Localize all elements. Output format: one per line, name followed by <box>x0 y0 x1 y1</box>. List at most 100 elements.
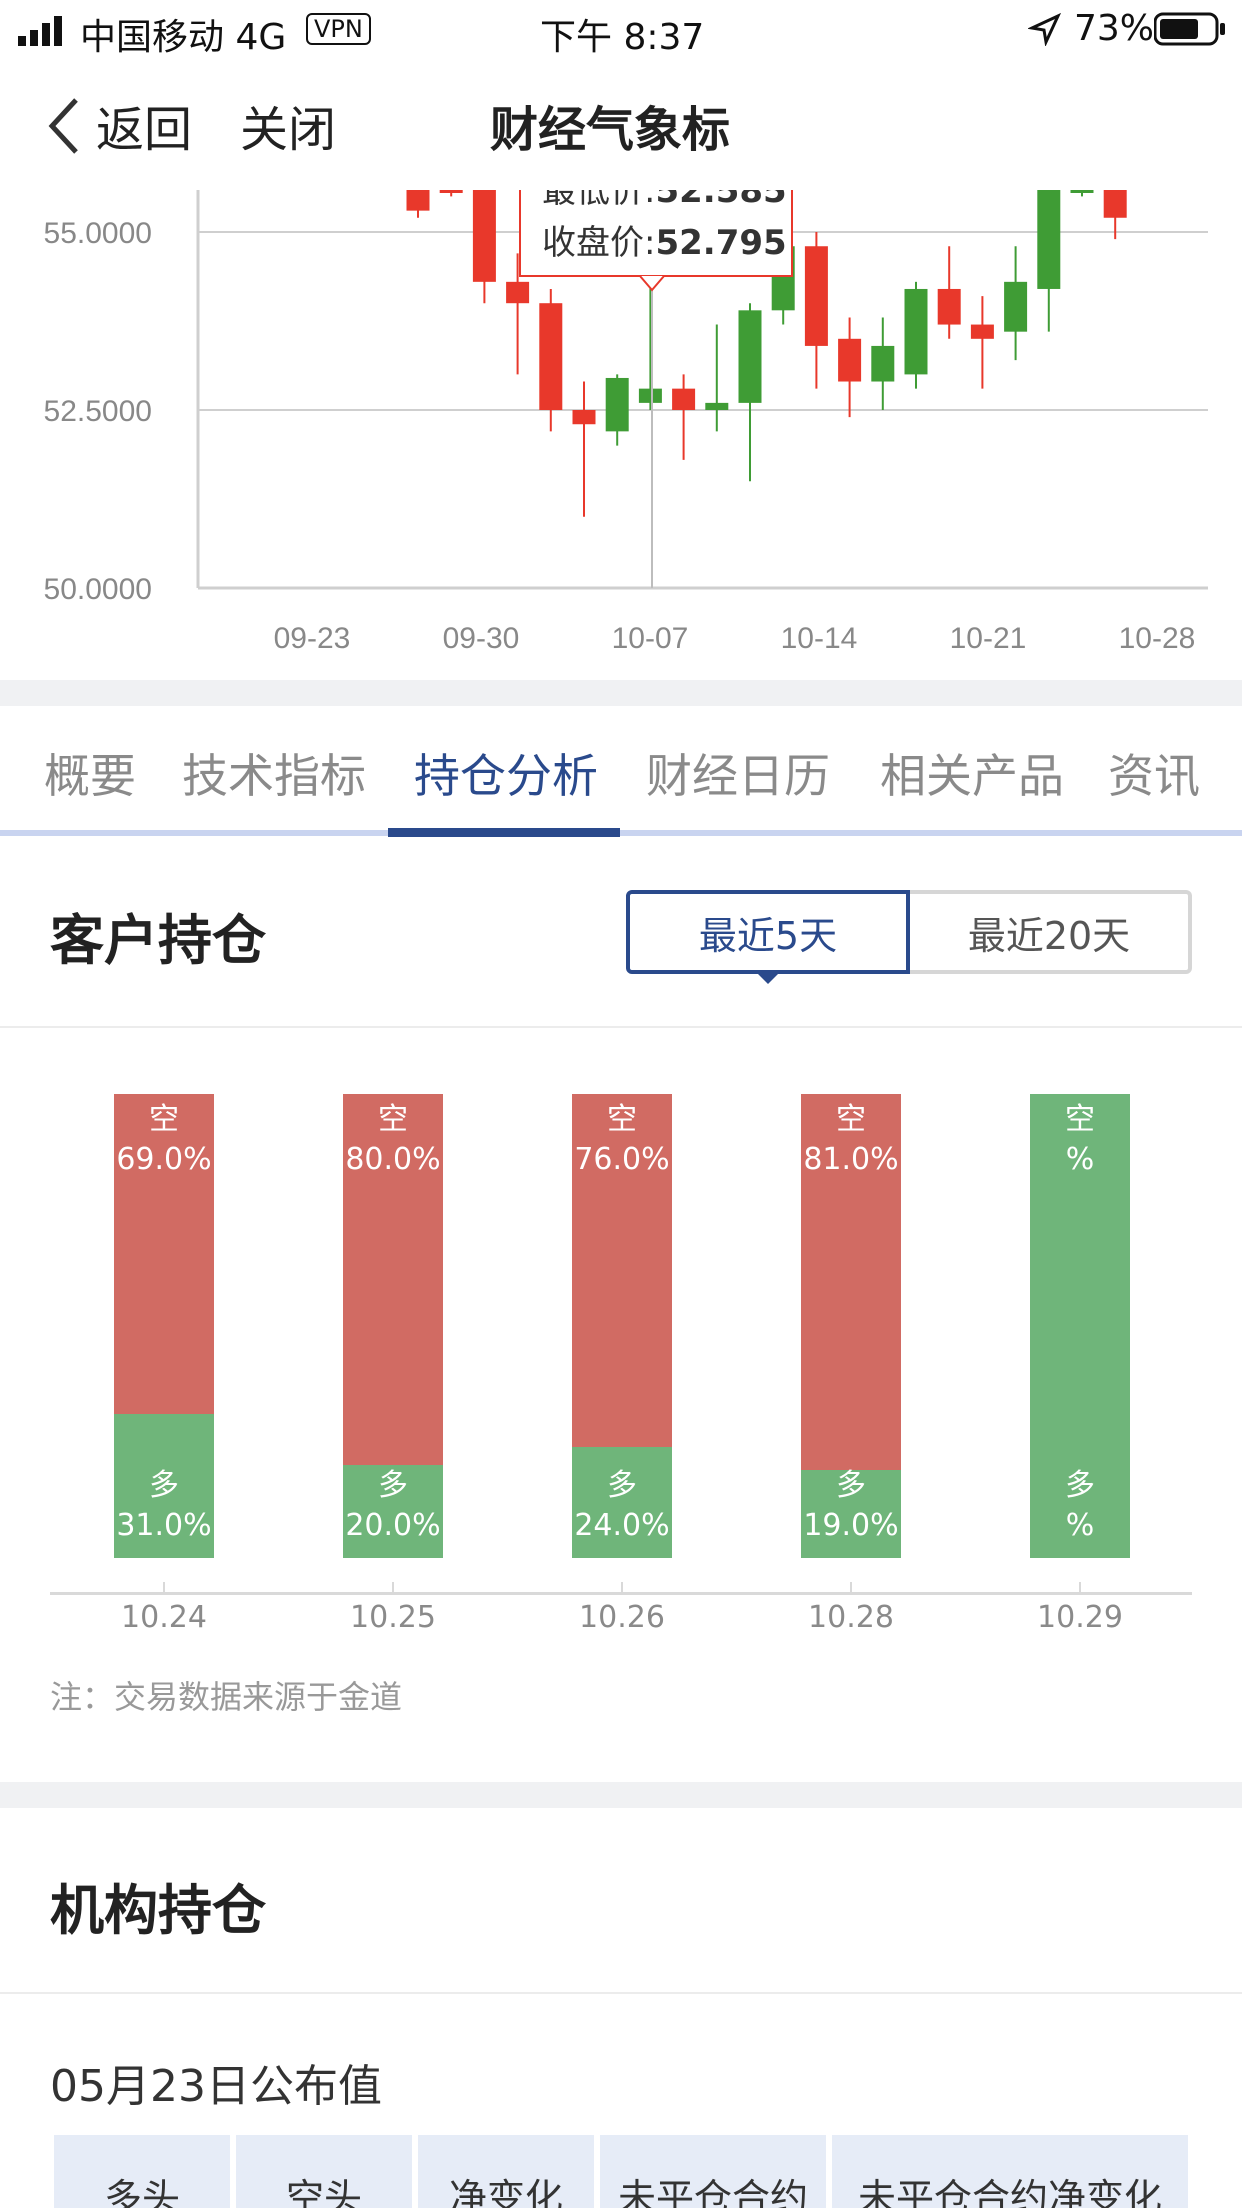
short-label: 空 76.0% <box>572 1100 672 1180</box>
short-label: 空% <box>1030 1100 1130 1180</box>
short-title: 空 <box>836 1102 866 1137</box>
long-label: 多 19.0% <box>801 1466 901 1546</box>
axis-tick <box>1079 1582 1081 1594</box>
x-tick-label: 10-07 <box>612 622 689 655</box>
column-header-open-interest: 未平仓合约 <box>600 2135 826 2208</box>
bar-date-label: 10.26 <box>579 1600 665 1635</box>
y-tick-label: 52.5000 <box>44 395 152 428</box>
long-label: 多% <box>1030 1466 1130 1546</box>
x-tick-label: 09-30 <box>443 622 520 655</box>
column-header-long: 多头 <box>54 2135 230 2208</box>
candle-body <box>406 190 430 211</box>
kline-svg: 55.0000 52.5000 50.0000 09-23 09-30 10-07 10-1… <box>44 169 1208 655</box>
vpn-badge: VPN <box>306 13 371 45</box>
segment-pointer-icon <box>754 970 782 984</box>
back-label: 返回 <box>96 102 193 158</box>
divider <box>0 1992 1242 1994</box>
candle-body <box>539 303 563 410</box>
navigation-bar: 返回 关闭 财经气象标 <box>0 60 1242 190</box>
x-tick-label: 10-14 <box>781 622 858 655</box>
long-percent: 20.0% <box>345 1508 441 1543</box>
axis-tick <box>392 1582 394 1594</box>
candle-body <box>970 324 994 339</box>
short-title: 空 <box>607 1102 637 1137</box>
short-percent: 81.0% <box>803 1142 899 1177</box>
bar-date-label: 10.24 <box>121 1600 207 1635</box>
tab-news[interactable]: 资讯 <box>1108 749 1200 803</box>
candle-body <box>472 190 496 282</box>
short-title: 空 <box>378 1102 408 1137</box>
short-percent: % <box>1065 1142 1095 1177</box>
signal-icon <box>18 14 66 46</box>
axis-tick <box>621 1582 623 1594</box>
candle-body <box>1004 281 1028 332</box>
tab-underline-track <box>0 830 1242 836</box>
short-segment <box>572 1094 672 1447</box>
short-label: 空 80.0% <box>343 1100 443 1180</box>
candle-body <box>638 388 662 403</box>
candle-body <box>672 388 696 410</box>
data-source-note: 注：交易数据来源于金道 <box>50 1678 403 1716</box>
position-bar: 空% 多% <box>1030 1094 1130 1558</box>
long-label: 多 24.0% <box>572 1466 672 1546</box>
tab-positions[interactable]: 持仓分析 <box>414 749 598 803</box>
close-button[interactable]: 关闭 <box>240 102 337 158</box>
tab-technical[interactable]: 技术指标 <box>182 749 366 803</box>
long-title: 多 <box>378 1468 408 1503</box>
candle-body <box>838 338 862 382</box>
short-title: 空 <box>1065 1102 1095 1137</box>
kline-chart[interactable]: 55.0000 52.5000 50.0000 09-23 09-30 10-07 10-1… <box>0 169 1242 680</box>
candle-body <box>804 246 828 346</box>
position-bars: 空 69.0% 多 31.0% 空 80.0% 多 20.0% 空 76.0% 多 24.0% 空 81.… <box>0 1090 1242 1570</box>
long-title: 多 <box>149 1468 179 1503</box>
short-percent: 80.0% <box>345 1142 441 1177</box>
x-tick-label: 10-21 <box>950 622 1027 655</box>
column-header-short: 空头 <box>236 2135 412 2208</box>
candle-body <box>904 288 928 375</box>
tab-overview[interactable]: 概要 <box>44 749 136 803</box>
candle-body <box>1037 190 1061 289</box>
candle-body <box>506 281 530 304</box>
candle-body <box>572 410 596 425</box>
section-divider <box>0 680 1242 706</box>
position-bar: 空 80.0% 多 20.0% <box>343 1094 443 1558</box>
short-segment <box>343 1094 443 1466</box>
long-percent: % <box>1065 1508 1095 1543</box>
long-label: 多 20.0% <box>343 1466 443 1546</box>
position-bar: 空 76.0% 多 24.0% <box>572 1094 672 1558</box>
tab-active-indicator <box>388 828 620 837</box>
bar-date-label: 10.29 <box>1037 1600 1123 1635</box>
section-divider <box>0 1782 1242 1808</box>
candle-body <box>605 377 629 432</box>
tab-related-products[interactable]: 相关产品 <box>880 749 1064 803</box>
short-label: 空 69.0% <box>114 1100 214 1180</box>
segment-20-days[interactable]: 最近20天 <box>910 890 1192 974</box>
customer-position-title: 客户持仓 <box>50 909 266 972</box>
candle-body <box>871 345 895 382</box>
back-button[interactable]: 返回 <box>46 90 206 160</box>
clock: 下午 8:37 <box>540 17 705 58</box>
position-bar: 空 69.0% 多 31.0% <box>114 1094 214 1558</box>
long-label: 多 31.0% <box>114 1466 214 1546</box>
y-tick-label: 50.0000 <box>44 573 152 606</box>
bar-date-label: 10.25 <box>350 1600 436 1635</box>
short-percent: 76.0% <box>574 1142 670 1177</box>
position-bar: 空 81.0% 多 19.0% <box>801 1094 901 1558</box>
long-percent: 19.0% <box>803 1508 899 1543</box>
segment-5-days[interactable]: 最近5天 <box>626 890 910 974</box>
candle-body <box>1103 190 1127 218</box>
candle-body <box>738 310 762 403</box>
battery-percent: 73% <box>1074 8 1155 49</box>
published-date: 05月23日公布值 <box>50 2061 382 2112</box>
column-header-open-interest-change: 未平仓合约净变化 <box>832 2135 1188 2208</box>
x-tick-label: 09-23 <box>274 622 351 655</box>
bar-date-label: 10.28 <box>808 1600 894 1635</box>
tab-calendar[interactable]: 财经日历 <box>646 749 830 803</box>
carrier-label: 中国移动 4G <box>80 17 287 58</box>
column-header-net-change: 净变化 <box>418 2135 594 2208</box>
short-label: 空 81.0% <box>801 1100 901 1180</box>
divider <box>0 1026 1242 1028</box>
short-percent: 69.0% <box>116 1142 212 1177</box>
long-title: 多 <box>836 1468 866 1503</box>
long-title: 多 <box>607 1468 637 1503</box>
